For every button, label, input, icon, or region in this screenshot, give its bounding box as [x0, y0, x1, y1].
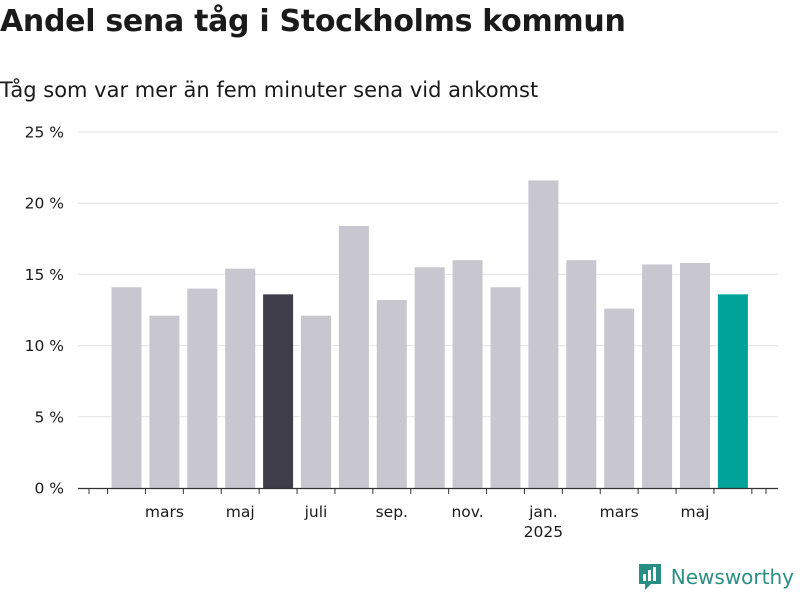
bar: [301, 315, 331, 488]
brand-name: Newsworthy: [670, 565, 794, 589]
x-tick-label: maj: [681, 503, 710, 521]
bar: [680, 263, 710, 488]
y-tick-labels: 0 % 5 % 10 % 15 % 20 % 25 %: [25, 124, 64, 498]
bar: [414, 267, 445, 488]
y-tick-label: 0 %: [34, 480, 64, 498]
x-tick-label: sep.: [376, 503, 408, 521]
x-axis: [78, 487, 778, 494]
x-tick-label: nov.: [451, 503, 483, 521]
chart-subtitle: Tåg som var mer än fem minuter sena vid …: [0, 78, 539, 102]
y-tick-label: 10 %: [25, 337, 64, 355]
x-tick-sublabel: 2025: [524, 523, 563, 541]
bar: [187, 288, 218, 488]
brand-logo: Newsworthy: [637, 562, 794, 592]
bar: [717, 294, 748, 488]
bar: [604, 308, 635, 488]
y-tick-label: 25 %: [25, 124, 64, 142]
bar: [149, 315, 180, 488]
bar: [225, 268, 256, 488]
x-tick-label: mars: [145, 503, 184, 521]
x-tick-label: maj: [226, 503, 255, 521]
bar: [452, 260, 483, 488]
bars: [111, 180, 748, 488]
bar: [263, 294, 294, 488]
x-tick-label: juli: [304, 503, 328, 521]
x-tick-label: jan.: [528, 503, 558, 521]
bar: [566, 260, 597, 488]
x-tick-labels: mars maj juli sep. nov. jan. 2025 mars maj: [145, 503, 710, 541]
y-tick-label: 20 %: [25, 195, 64, 213]
bar: [111, 287, 142, 488]
y-tick-label: 5 %: [34, 408, 64, 426]
x-tick-label: mars: [600, 503, 639, 521]
bar: [338, 225, 369, 488]
bar: [376, 300, 407, 488]
chart-title: Andel sena tåg i Stockholms kommun: [0, 4, 626, 39]
y-tick-label: 15 %: [25, 266, 64, 284]
bar: [490, 287, 521, 488]
newsworthy-icon: [638, 564, 661, 590]
bar: [642, 264, 673, 488]
bar: [528, 180, 559, 488]
